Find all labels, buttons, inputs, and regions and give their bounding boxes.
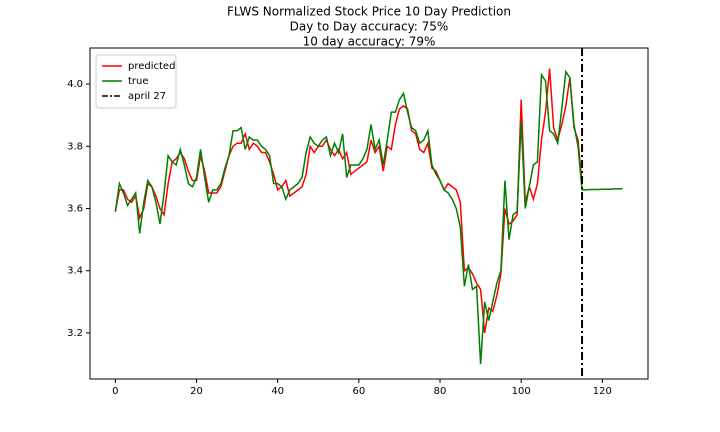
- x-tick-label: 80: [434, 386, 447, 397]
- x-tick-label: 40: [271, 386, 284, 397]
- x-tick-label: 0: [112, 386, 118, 397]
- legend-label: true: [128, 76, 149, 87]
- chart-subtitle: 10 day accuracy: 79%: [303, 35, 436, 49]
- y-tick-label: 3.8: [67, 141, 83, 152]
- chart-title: FLWS Normalized Stock Price 10 Day Predi…: [227, 5, 511, 19]
- x-tick-label: 20: [190, 386, 203, 397]
- legend-box: [95, 54, 177, 109]
- x-tick-label: 120: [593, 386, 612, 397]
- y-tick-label: 4.0: [67, 79, 83, 90]
- line-series: [114, 68, 583, 334]
- legend-label: april 27: [128, 91, 166, 102]
- chart-subtitle: Day to Day accuracy: 75%: [290, 20, 449, 34]
- x-tick-label: 60: [352, 386, 365, 397]
- y-tick-label: 3.6: [67, 204, 83, 215]
- plot-frame: [89, 47, 649, 380]
- y-tick-label: 3.4: [67, 266, 83, 277]
- line-series: [114, 69, 623, 365]
- x-tick-label: 100: [512, 386, 531, 397]
- legend-label: predicted: [128, 61, 175, 72]
- y-tick-label: 3.2: [67, 328, 83, 339]
